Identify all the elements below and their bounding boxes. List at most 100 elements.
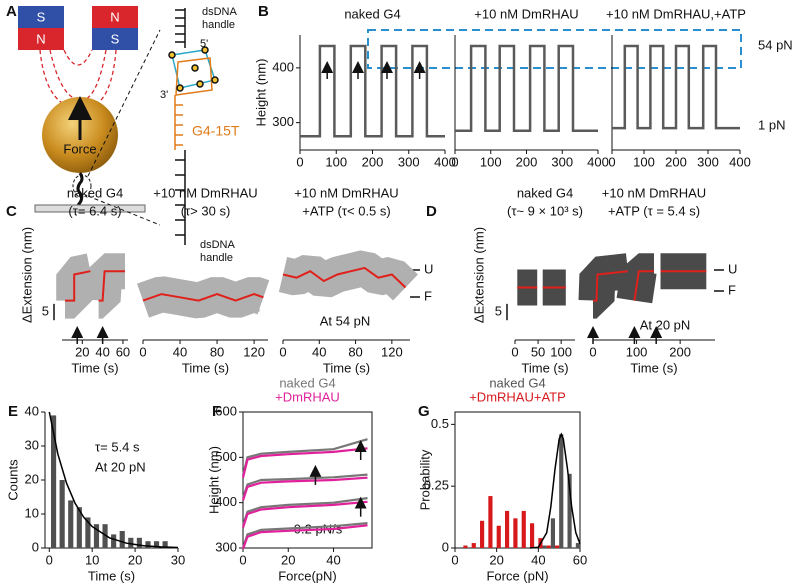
- subplot-title: +ATP (τ< 0.5 s): [302, 203, 390, 218]
- bar: [471, 543, 476, 548]
- pole-label: S: [37, 9, 46, 24]
- annotation: At 54 pN: [320, 313, 371, 328]
- legend-entry: +DmRHAU+ATP: [469, 389, 566, 404]
- bar: [59, 480, 65, 548]
- x-tick-label: 40: [531, 552, 545, 567]
- x-tick-label: 60: [116, 344, 130, 359]
- trace: [593, 270, 707, 302]
- x-tick-label: 120: [381, 344, 403, 359]
- trace: [65, 270, 125, 302]
- dna-handle: [175, 8, 186, 245]
- y-tick-label: 0.5: [431, 416, 449, 431]
- trace: [241, 447, 368, 550]
- annotation: At 20 pN: [95, 459, 146, 474]
- surface: [34, 204, 146, 213]
- annotation: τ= 5.4 s: [95, 439, 140, 454]
- magnet-pole: [18, 6, 64, 28]
- y-tick-label: 0.25: [424, 478, 449, 493]
- bar: [145, 541, 151, 548]
- x-tick-label: 40: [95, 344, 109, 359]
- x-axis-label: Time (s): [88, 568, 135, 583]
- panel-label: D: [426, 203, 437, 220]
- trace: [455, 44, 598, 133]
- annotation: At 20 pN: [640, 317, 691, 332]
- bar: [68, 500, 74, 548]
- x-axis-label: Force (pN): [486, 568, 548, 583]
- g4-label: G4-15T: [192, 123, 240, 139]
- bar: [136, 537, 142, 548]
- x-tick-label: 0: [296, 154, 303, 169]
- x-tick-label: 100: [550, 344, 572, 359]
- handle-label: dsDNA: [200, 239, 236, 251]
- trace: [142, 293, 264, 302]
- y-axis-label: Probability: [417, 449, 432, 510]
- bar: [559, 434, 564, 548]
- noise-band: [578, 253, 707, 319]
- x-tick-label: 200: [669, 344, 691, 359]
- subplot-title: +10 nM DmRHAU: [474, 6, 578, 21]
- level-label: U: [424, 261, 433, 276]
- fit-curve: [48, 411, 179, 549]
- x-tick-label: 200: [516, 154, 538, 169]
- zoom-ellipse: [72, 174, 92, 198]
- scale-bar-label: 5: [42, 303, 49, 318]
- x-tick-label: 400: [434, 154, 456, 169]
- level-label: F: [728, 282, 736, 297]
- panel-label: B: [258, 3, 269, 20]
- bar: [85, 517, 91, 548]
- bar: [51, 415, 57, 548]
- trace: [300, 44, 445, 138]
- bar: [463, 545, 468, 548]
- level-label: U: [728, 261, 737, 276]
- subplot-title: +10 nM DmRHAU: [294, 185, 398, 200]
- panel-label: A: [6, 3, 17, 20]
- bar: [530, 523, 535, 548]
- bar: [119, 531, 125, 548]
- x-tick-label: 300: [398, 154, 420, 169]
- tether: [76, 172, 84, 207]
- schematic: A S N N S Force dsDNA handle 5': [6, 3, 240, 264]
- y-tick-label: 400: [272, 59, 294, 74]
- x-tick-label: 100: [633, 154, 655, 169]
- y-tick-label: 500: [215, 449, 237, 464]
- plot-frame: [242, 411, 373, 549]
- x-tick-label: 50: [531, 344, 545, 359]
- bar: [505, 510, 510, 548]
- subplot-title: +10 nM DmRHAU,+ATP: [606, 6, 746, 21]
- handle-label: handle: [202, 19, 235, 31]
- x-axis-label: Force(pN): [278, 568, 337, 583]
- x-tick-label: 20: [128, 552, 142, 567]
- x-tick-label: 20: [75, 344, 89, 359]
- y-tick-label: 300: [272, 114, 294, 129]
- x-tick-label: 100: [325, 154, 347, 169]
- subplot-title: (τ= 6.4 s): [68, 203, 121, 218]
- panel-label: F: [212, 403, 221, 420]
- panel-label: E: [8, 403, 18, 420]
- x-tick-label: 0: [511, 344, 518, 359]
- level-label: F: [424, 288, 432, 303]
- y-tick-label: 0: [32, 539, 39, 554]
- bar: [111, 534, 117, 548]
- y-axis-label: Height (nm): [253, 59, 268, 127]
- pole-label: N: [110, 9, 119, 24]
- legend-entry: naked G4: [489, 375, 545, 390]
- y-axis-label: ΔExtension (nm): [471, 227, 486, 323]
- x-tick-label: 100: [626, 344, 648, 359]
- bar: [102, 524, 108, 548]
- x-tick-label: 100: [480, 154, 502, 169]
- x-tick-label: 120: [243, 344, 265, 359]
- x-tick-label: 30: [171, 552, 185, 567]
- g-quadruplex: [168, 46, 219, 96]
- y-tick-label: 10: [25, 505, 39, 520]
- bar: [480, 520, 485, 548]
- x-tick-label: 80: [210, 344, 224, 359]
- trace: [241, 438, 368, 549]
- y-tick-label: 40: [25, 403, 39, 418]
- x-axis-label: Time (s): [182, 360, 229, 375]
- bar: [555, 545, 560, 548]
- subplot-title: +10 nM DmRHAU: [602, 185, 706, 200]
- y-tick-label: 600: [215, 403, 237, 418]
- scale-bar-label: 5: [495, 303, 502, 318]
